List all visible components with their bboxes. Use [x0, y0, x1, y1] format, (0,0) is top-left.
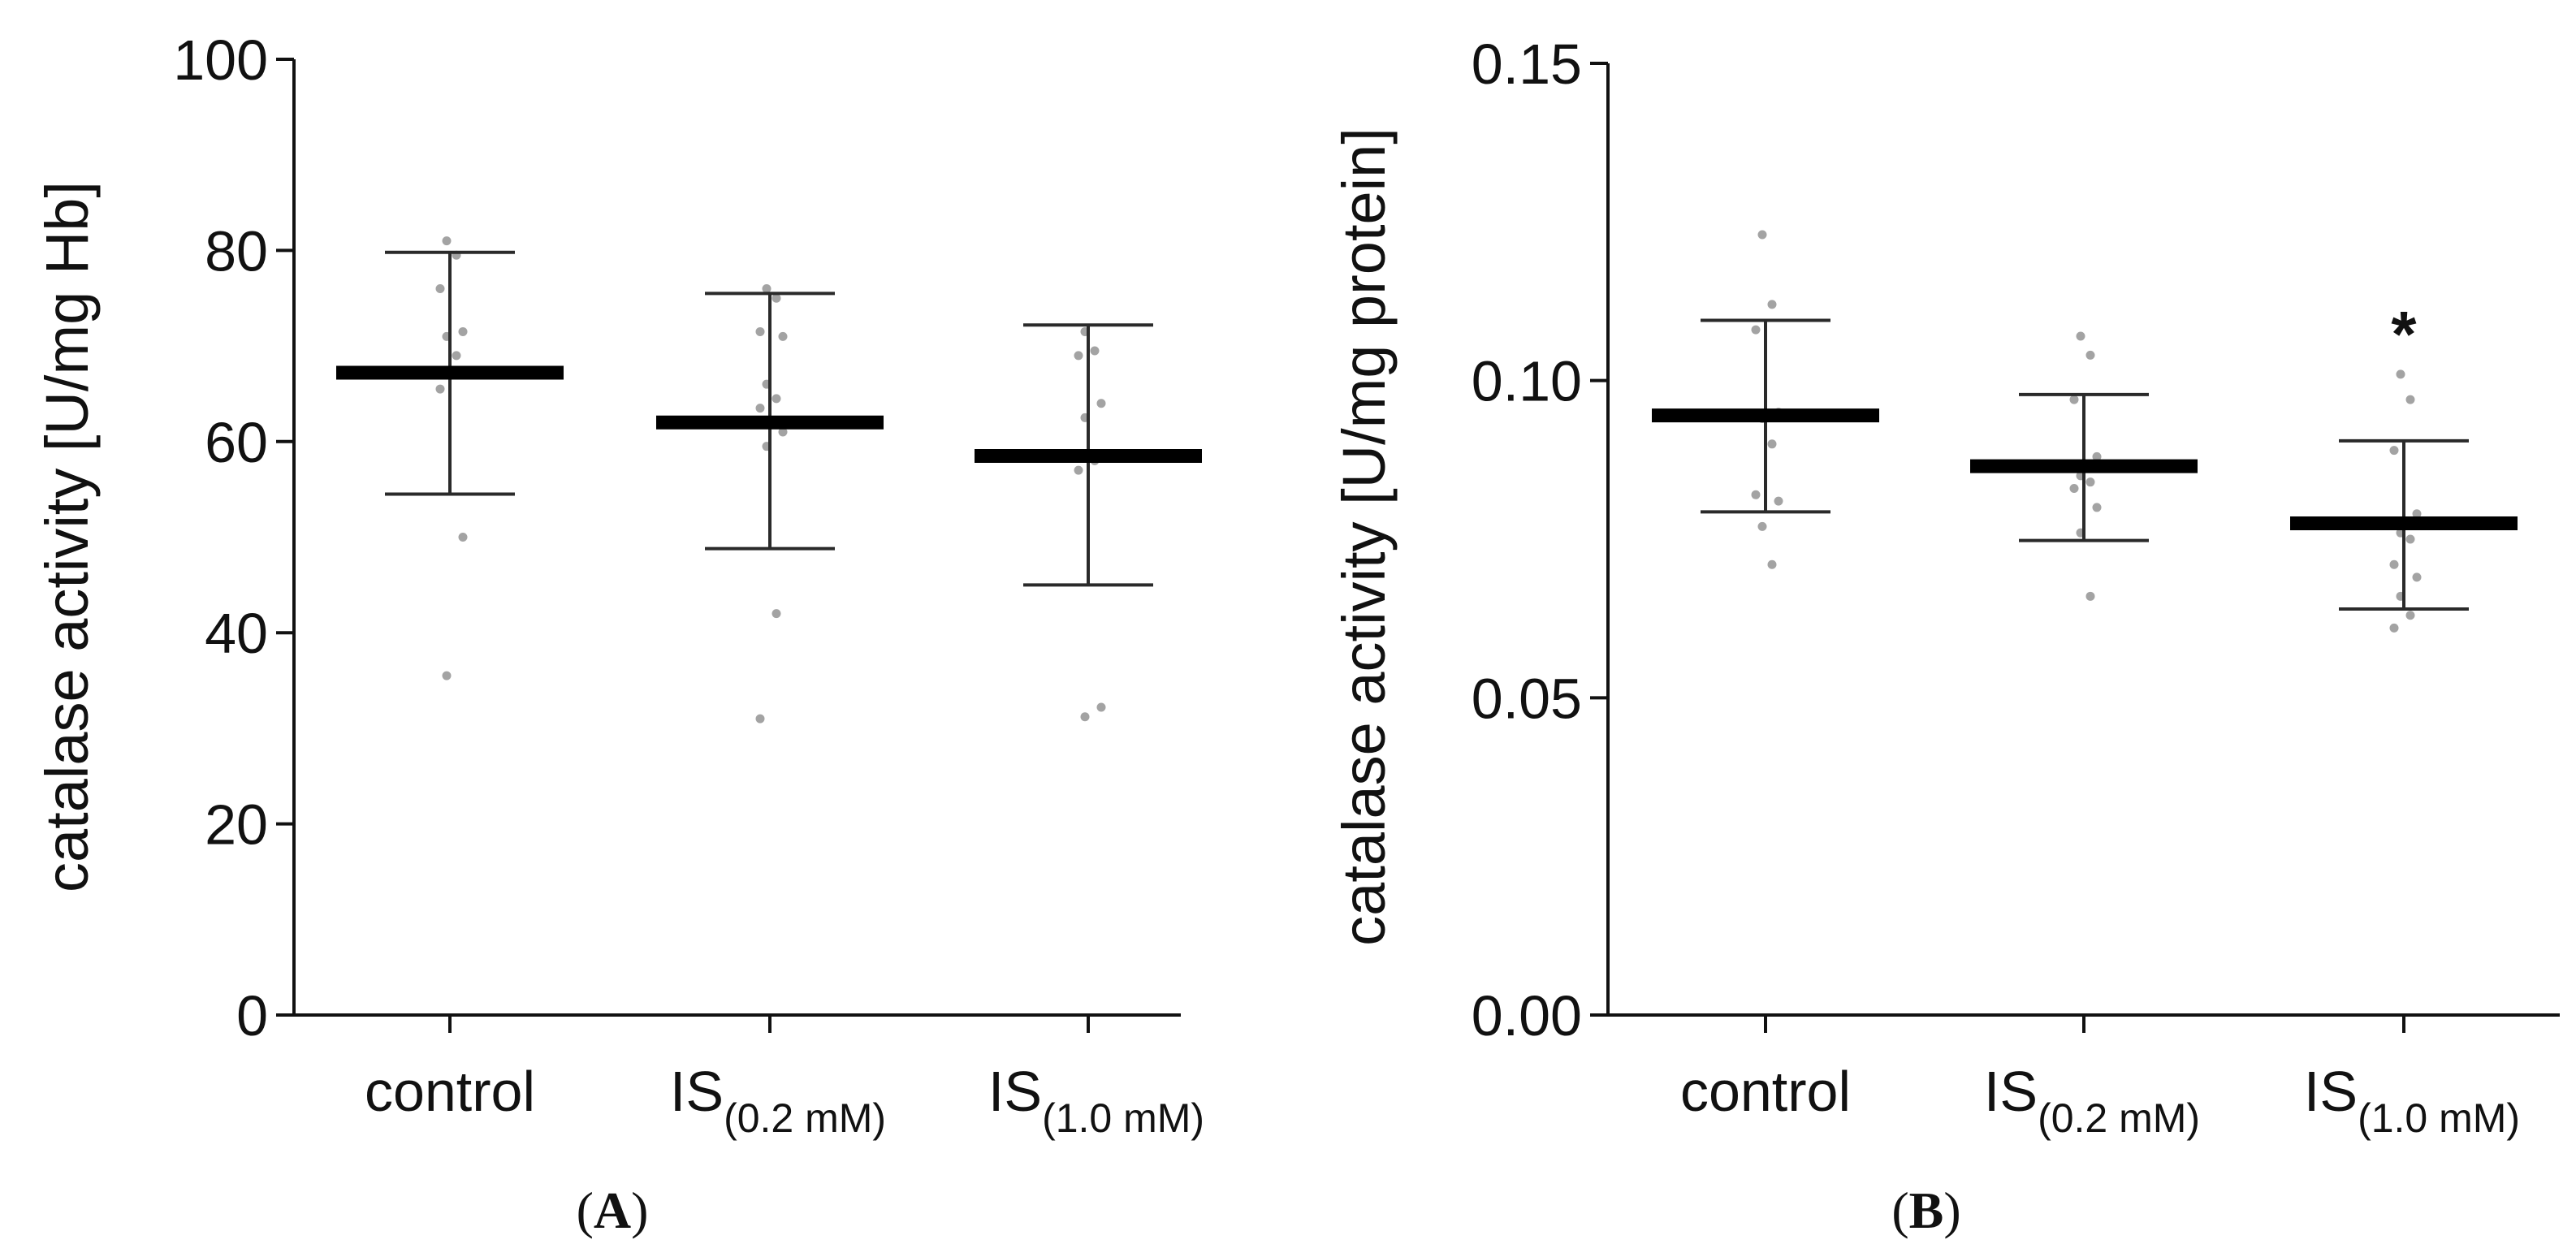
panel-a-x-tick-label-is-10-base: IS — [988, 1060, 1042, 1123]
panel-b-data-point — [1767, 300, 1777, 309]
panel-b-data-point — [2389, 446, 2399, 456]
panel-a-x-axis: control IS(0.2 mM) IS(1.0 mM) — [292, 1013, 1204, 1141]
panel-a-data-point — [755, 404, 765, 413]
panel-a-label-close: ) — [631, 1181, 648, 1239]
panel-b-data-point — [2085, 591, 2095, 601]
panel-a-x-tick-label-is-02-sub: (0.2 mM) — [724, 1095, 886, 1141]
panel-a-data-point — [755, 326, 765, 336]
panel-a-y-axis-label: catalase activity [U/mg Hb] — [33, 181, 101, 892]
panel-a-data-point — [778, 331, 788, 341]
panel-b-label-close: ) — [1943, 1181, 1960, 1239]
panel-a-data-point — [772, 293, 781, 303]
panel-a-y-tick-label: 60 — [205, 411, 268, 474]
panel-a-x-tick-label-is-02: IS(0.2 mM) — [670, 1060, 886, 1141]
panel-b-data-point — [2085, 350, 2095, 360]
panel-b-data-point — [2092, 451, 2102, 461]
panel-b: 0.00 0.05 0.10 0.15 catalase activity [U/mg… — [1330, 32, 2560, 1239]
panel-a-y-axis: 0 20 40 60 80 100 catalase activity [U/mg Hb] — [33, 28, 296, 1048]
panel-b-plot-area: * — [1652, 230, 2518, 633]
panel-b-data-point — [2405, 534, 2415, 544]
panel-a-data-point — [1096, 399, 1106, 408]
panel-a: 0 20 40 60 80 100 catalase activity [U/mg Hb]… — [33, 28, 1204, 1239]
panel-b-y-tick-label: 0.15 — [1472, 32, 1582, 96]
panel-b-data-point — [2405, 395, 2415, 404]
panel-a-data-point — [442, 671, 452, 680]
panel-b-data-point — [1767, 439, 1777, 449]
panel-a-data-point — [1074, 465, 1083, 475]
panel-a-data-point — [458, 533, 468, 542]
panel-b-x-tick-label-control-base: control — [1680, 1060, 1851, 1123]
panel-b-data-point — [1767, 559, 1777, 569]
panel-b-data-point — [2412, 572, 2422, 582]
panel-b-x-tick-label-is-10-sub: (1.0 mM) — [2358, 1095, 2520, 1141]
panel-b-label: (B) — [1891, 1181, 1960, 1239]
panel-b-y-tick-label: 0.05 — [1472, 667, 1582, 730]
panel-b-significance-marker: * — [2391, 298, 2417, 370]
panel-a-data-point — [772, 609, 781, 619]
panel-a-y-tick-label: 0 — [236, 984, 268, 1048]
panel-b-x-tick-label-is-02-base: IS — [1984, 1060, 2038, 1123]
panel-a-x-tick-label-is-02-base: IS — [670, 1060, 724, 1123]
panel-b-data-point — [1757, 230, 1767, 240]
panel-a-data-point — [778, 427, 788, 437]
panel-b-data-point — [1751, 325, 1761, 335]
panel-b-y-axis-label: catalase activity [U/mg protein] — [1330, 127, 1398, 946]
panel-b-data-point — [2389, 559, 2399, 569]
panel-a-label-open: ( — [577, 1181, 594, 1239]
panel-b-x-tick-label-is-10-base: IS — [2304, 1060, 2358, 1123]
panel-a-data-point — [772, 394, 781, 404]
panel-a-plot-area — [336, 236, 1202, 724]
panel-b-data-point — [2412, 509, 2422, 519]
panel-a-data-point — [442, 236, 452, 246]
panel-b-y-tick-label: 0.10 — [1472, 350, 1582, 413]
panel-a-data-point — [1096, 702, 1106, 712]
panel-b-x-axis: control IS(0.2 mM) IS(1.0 mM) — [1606, 1013, 2560, 1141]
panel-b-x-tick-label-is-02: IS(0.2 mM) — [1984, 1060, 2200, 1141]
panel-b-data-point — [2396, 369, 2405, 379]
panel-b-data-point — [2092, 503, 2102, 512]
panel-b-data-point — [2076, 331, 2085, 341]
panel-b-data-point — [2085, 477, 2095, 487]
panel-b-label-open: ( — [1891, 1181, 1908, 1239]
panel-b-data-point — [1757, 521, 1767, 531]
panel-b-data-point — [2069, 483, 2079, 493]
panel-b-data-point — [2405, 611, 2415, 620]
panel-a-x-tick-label-control: control — [365, 1060, 535, 1123]
panel-a-data-point — [1090, 346, 1100, 356]
panel-a-data-point — [1074, 351, 1083, 361]
panel-a-y-tick-label: 100 — [173, 28, 268, 92]
panel-a-data-point — [458, 326, 468, 336]
panel-a-x-tick-label-is-10-sub: (1.0 mM) — [1042, 1095, 1204, 1141]
panel-b-data-point — [2389, 623, 2399, 633]
panel-a-data-point — [435, 283, 445, 293]
panel-a-data-point — [755, 714, 765, 724]
panel-a-x-tick-label-control-base: control — [365, 1060, 535, 1123]
panel-b-x-tick-label-control: control — [1680, 1060, 1851, 1123]
panel-a-data-point — [762, 283, 772, 293]
panel-a-x-tick-label-is-10: IS(1.0 mM) — [988, 1060, 1204, 1141]
panel-a-data-point — [435, 384, 445, 394]
panel-a-y-tick-label: 80 — [205, 219, 268, 283]
panel-b-data-point — [1751, 490, 1761, 499]
panel-a-data-point — [1080, 712, 1090, 722]
panel-a-y-tick-label: 40 — [205, 602, 268, 665]
panel-a-y-tick-label: 20 — [205, 793, 268, 857]
panel-b-data-point — [1774, 496, 1783, 506]
panel-a-label: (A) — [577, 1181, 649, 1239]
panel-b-x-tick-label-is-10: IS(1.0 mM) — [2304, 1060, 2520, 1141]
panel-a-y-ticks: 0 20 40 60 80 100 — [173, 28, 294, 1048]
panel-a-label-letter: A — [594, 1181, 631, 1239]
panel-b-y-tick-label: 0.00 — [1472, 984, 1582, 1048]
panel-b-y-ticks: 0.00 0.05 0.10 0.15 — [1472, 32, 1608, 1048]
panel-a-data-point — [452, 351, 461, 361]
panel-b-y-axis: 0.00 0.05 0.10 0.15 catalase activity [U/mg… — [1330, 32, 1610, 1048]
panel-b-label-letter: B — [1909, 1181, 1944, 1239]
panel-b-data-point — [2069, 395, 2079, 404]
panel-b-x-tick-label-is-02-sub: (0.2 mM) — [2038, 1095, 2200, 1141]
